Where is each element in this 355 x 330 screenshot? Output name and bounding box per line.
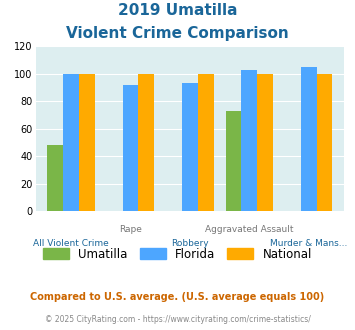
Legend: Umatilla, Florida, National: Umatilla, Florida, National bbox=[37, 242, 318, 267]
Bar bbox=[257, 74, 273, 211]
Bar bbox=[63, 74, 79, 211]
Bar bbox=[301, 67, 317, 211]
Bar bbox=[79, 74, 95, 211]
Bar bbox=[122, 85, 138, 211]
Bar bbox=[241, 70, 257, 211]
Bar bbox=[138, 74, 154, 211]
Text: Rape: Rape bbox=[119, 225, 142, 234]
Text: Compared to U.S. average. (U.S. average equals 100): Compared to U.S. average. (U.S. average … bbox=[31, 292, 324, 302]
Text: Aggravated Assault: Aggravated Assault bbox=[205, 225, 294, 234]
Bar bbox=[182, 83, 198, 211]
Text: All Violent Crime: All Violent Crime bbox=[33, 239, 109, 248]
Text: Violent Crime Comparison: Violent Crime Comparison bbox=[66, 26, 289, 41]
Bar bbox=[317, 74, 333, 211]
Bar bbox=[47, 145, 63, 211]
Text: © 2025 CityRating.com - https://www.cityrating.com/crime-statistics/: © 2025 CityRating.com - https://www.city… bbox=[45, 315, 310, 324]
Text: 2019 Umatilla: 2019 Umatilla bbox=[118, 3, 237, 18]
Text: Robbery: Robbery bbox=[171, 239, 209, 248]
Text: Murder & Mans...: Murder & Mans... bbox=[270, 239, 348, 248]
Bar bbox=[225, 111, 241, 211]
Bar bbox=[198, 74, 214, 211]
